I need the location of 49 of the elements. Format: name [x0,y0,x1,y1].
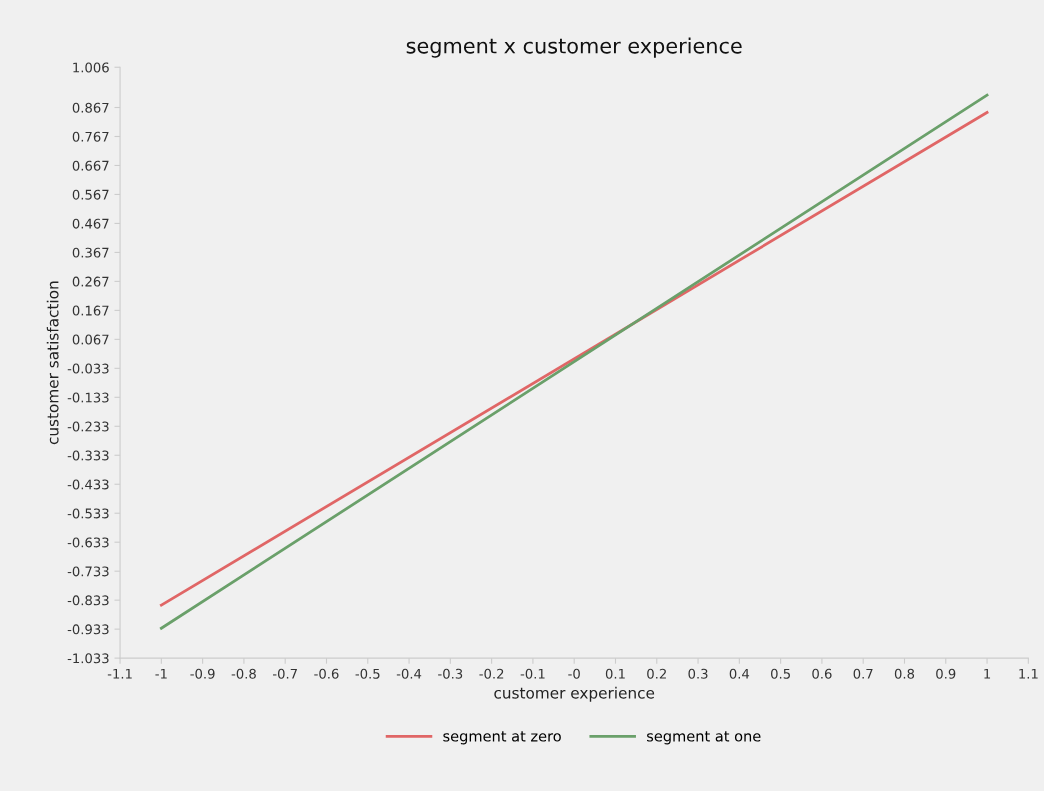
y-tick-label: 0.167 [72,305,109,316]
y-tick-label: -0.633 [67,537,109,548]
y-tick-label: 0.667 [72,160,109,171]
legend-label: segment at zero [443,731,561,745]
x-tick-label: -0.9 [190,668,215,679]
x-tick-label: 0.8 [894,668,915,679]
x-tick-label: -0.1 [520,668,545,679]
x-tick-label: 0.3 [688,668,708,679]
y-tick-label: -0.033 [67,363,109,374]
x-tick-label: -0.7 [272,668,297,679]
x-tick-label: -0.8 [231,668,256,679]
x-tick-label: 0.7 [853,668,873,679]
y-tick-label: 0.767 [72,131,109,142]
y-tick-label: -0.133 [67,392,109,403]
x-tick-label: 0.2 [647,668,666,679]
x-tick-label: -1 [155,668,167,679]
chart-title: segment x customer experience [406,37,742,58]
y-tick-label: 0.867 [72,102,109,113]
y-tick-label: 1.006 [73,62,109,73]
y-tick-label: 0.467 [72,218,109,229]
x-axis-title: customer experience [494,686,655,702]
x-tick-label: 0.4 [729,668,750,679]
y-tick-label: 0.367 [72,247,109,258]
x-tick-label: 0.5 [771,668,790,679]
y-tick-label: -0.833 [67,595,109,606]
x-tick-label: -0.3 [438,668,463,679]
x-tick-label: 1 [984,668,991,679]
y-tick-label: 0.567 [72,189,109,200]
y-tick-label: -0.233 [67,421,109,432]
legend-label: segment at one [647,731,761,745]
x-tick-label: 0.1 [605,668,625,679]
x-tick-label: -0 [568,668,580,679]
x-tick-label: 0.9 [936,668,956,679]
y-tick-label: -0.333 [67,450,109,461]
y-tick-label: -0.733 [67,566,109,577]
y-tick-label: 0.067 [72,334,109,345]
x-tick-label: -0.6 [314,668,339,679]
x-tick-label: 1.1 [1019,668,1038,679]
x-tick-label: -0.4 [396,668,422,679]
x-tick-label: -1.1 [107,668,132,679]
x-tick-label: -0.2 [479,668,504,679]
y-tick-label: -0.533 [67,508,109,519]
y-tick-label: -0.933 [67,624,109,635]
y-tick-label: 0.267 [72,276,109,287]
x-tick-label: 0.6 [812,668,832,679]
y-tick-label: -1.033 [67,653,109,664]
x-tick-label: -0.5 [355,668,380,679]
y-tick-label: -0.433 [67,479,109,490]
y-axis-title: customer satisfaction [46,281,59,445]
